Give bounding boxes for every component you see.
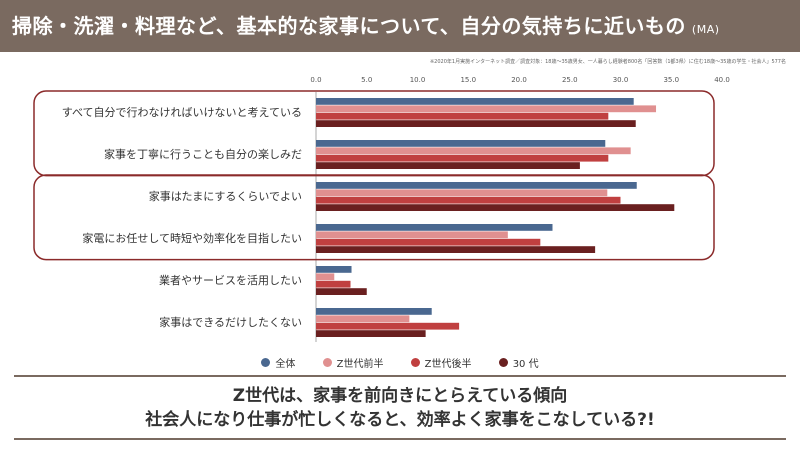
legend-swatch-30s <box>498 358 508 367</box>
bar-4-4 <box>316 246 596 253</box>
legend-item-z-late: Z世代後半 <box>410 355 472 370</box>
x-tick-label: 15.0 <box>460 76 476 84</box>
legend-item-all: 全体 <box>261 355 295 370</box>
bar-3-2 <box>316 189 608 197</box>
bar-1-1 <box>316 98 634 105</box>
bar-6-3 <box>316 322 460 330</box>
bar-6-4 <box>316 330 426 337</box>
survey-note: ※2020年1月実施インターネット調査／調査対象：18歳〜35歳男女、一人暮らし… <box>429 59 786 65</box>
bar-2-2 <box>316 147 631 155</box>
title-text: 掃除・洗濯・料理など、基本的な家事について、自分の気持ちに近いもの <box>12 14 686 38</box>
category-label: 家事はできるだけしたくない <box>159 315 302 329</box>
bar-4-1 <box>316 224 553 231</box>
legend-item-z-early: Z世代前半 <box>322 355 384 370</box>
category-label: 家事はたまにするくらいでよい <box>149 189 302 203</box>
bar-2-3 <box>316 154 609 162</box>
legend-swatch-z-early <box>322 358 332 367</box>
legend-item-30s: 30 代 <box>498 355 539 370</box>
x-tick-label: 20.0 <box>511 76 527 84</box>
legend-swatch-all <box>261 358 271 367</box>
bar-5-3 <box>316 280 351 288</box>
bar-6-1 <box>316 308 432 315</box>
legend-swatch-z-late <box>410 358 420 367</box>
summary-line-1: Z世代は、家事を前向きにとらえている傾向 <box>232 386 568 406</box>
bar-4-3 <box>316 238 541 246</box>
chart-legend: 全体 Z世代前半 Z世代後半 30 代 <box>0 355 800 370</box>
bar-2-1 <box>316 140 606 147</box>
x-tick-label: 5.0 <box>361 76 372 84</box>
bar-1-3 <box>316 112 609 120</box>
category-label: 家電にお任せして時短や効率化を目指したい <box>82 231 302 245</box>
bar-3-4 <box>316 204 675 211</box>
bar-5-2 <box>316 273 335 281</box>
bar-1-4 <box>316 120 636 127</box>
summary-bottom-divider <box>14 438 786 440</box>
legend-label-30s: 30 代 <box>512 359 539 370</box>
summary-top-divider <box>14 375 786 377</box>
bar-5-1 <box>316 266 352 273</box>
bar-5-4 <box>316 288 367 295</box>
x-tick-label: 30.0 <box>613 76 629 84</box>
bar-1-2 <box>316 105 657 113</box>
x-tick-label: 10.0 <box>410 76 426 84</box>
title-suffix: (MA) <box>691 23 720 36</box>
bar-chart: 0.0 5.0 10.0 15.0 20.0 25.0 30.0 35.0 40.0 すべて自分で… <box>33 76 730 342</box>
category-label: 家事を丁寧に行うことも自分の楽しみだ <box>104 147 302 161</box>
bar-3-1 <box>316 182 637 189</box>
category-label: すべて自分で行わなければいけないと考えている <box>62 106 302 119</box>
bar-6-2 <box>316 315 410 323</box>
x-tick-label: 40.0 <box>714 76 730 84</box>
header-bar: 掃除・洗濯・料理など、基本的な家事について、自分の気持ちに近いもの (MA) <box>0 0 800 52</box>
bar-3-3 <box>316 196 621 204</box>
bar-4-2 <box>316 231 508 239</box>
x-tick-label: 35.0 <box>663 76 679 84</box>
x-tick-label: 25.0 <box>562 76 578 84</box>
legend-label-z-early: Z世代前半 <box>336 359 384 370</box>
bar-2-4 <box>316 162 580 169</box>
legend-label-z-late: Z世代後半 <box>424 359 472 370</box>
legend-label-all: 全体 <box>275 359 296 370</box>
highlight-box-2 <box>33 174 715 261</box>
category-label: 業者やサービスを活用したい <box>159 274 302 287</box>
summary-line-2: 社会人になり仕事が忙しくなると、効率よく家事をこなしている?! <box>145 410 655 430</box>
summary-text: Z世代は、家事を前向きにとらえている傾向 社会人になり仕事が忙しくなると、効率よ… <box>0 384 800 432</box>
page-title: 掃除・洗濯・料理など、基本的な家事について、自分の気持ちに近いもの (MA) <box>12 10 720 39</box>
x-tick-label: 0.0 <box>310 76 321 84</box>
